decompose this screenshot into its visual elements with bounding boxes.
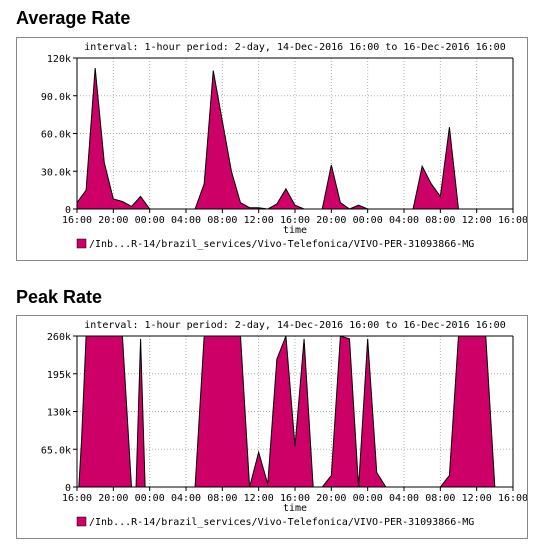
x-tick-label: 20:00 (316, 493, 346, 504)
y-tick-label: 120k (47, 54, 71, 65)
x-tick-label: 16:00 (62, 493, 92, 504)
peak-rate-chart: interval: 1-hour period: 2-day, 14-Dec-2… (41, 320, 527, 528)
y-tick-label: 60.0k (41, 130, 71, 141)
legend-label: /Inb...R-14/brazil_services/Vivo-Telefon… (89, 517, 474, 528)
legend-swatch (76, 238, 87, 249)
x-tick-label: 16:00 (498, 493, 527, 504)
x-tick-label: 00:00 (135, 493, 165, 504)
x-tick-label: 12:00 (462, 493, 492, 504)
average-rate-chart: interval: 1-hour period: 2-day, 14-Dec-2… (41, 42, 527, 250)
x-tick-label: 00:00 (135, 215, 165, 226)
x-tick-label: 20:00 (316, 215, 346, 226)
peak-rate-title: Peak Rate (16, 287, 103, 307)
x-axis-label: time (283, 225, 307, 236)
x-tick-label: 00:00 (353, 493, 383, 504)
legend-swatch (76, 516, 87, 527)
x-tick-label: 04:00 (389, 493, 419, 504)
y-tick-label: 0 (65, 205, 71, 216)
y-tick-label: 260k (47, 332, 71, 343)
x-axis-label: time (283, 503, 307, 514)
x-tick-label: 04:00 (171, 215, 201, 226)
x-tick-label: 00:00 (353, 215, 383, 226)
x-tick-label: 08:00 (207, 493, 237, 504)
y-tick-label: 65.0k (41, 445, 71, 456)
y-tick-label: 195k (47, 370, 71, 381)
x-tick-label: 16:00 (280, 215, 310, 226)
x-tick-label: 12:00 (244, 215, 274, 226)
x-tick-label: 08:00 (425, 493, 455, 504)
y-tick-label: 90.0k (41, 92, 71, 103)
average-rate-title: Average Rate (16, 8, 131, 28)
x-tick-label: 04:00 (389, 215, 419, 226)
peak-rate-chart-panel: interval: 1-hour period: 2-day, 14-Dec-2… (16, 315, 528, 539)
y-tick-label: 130k (47, 408, 71, 419)
x-tick-label: 12:00 (244, 493, 274, 504)
average-rate-chart-panel: interval: 1-hour period: 2-day, 14-Dec-2… (16, 37, 528, 261)
series-area (77, 336, 513, 487)
y-tick-label: 30.0k (41, 167, 71, 178)
x-tick-label: 16:00 (62, 215, 92, 226)
x-tick-label: 12:00 (462, 215, 492, 226)
x-tick-label: 16:00 (280, 493, 310, 504)
x-tick-label: 16:00 (498, 215, 527, 226)
x-tick-label: 04:00 (171, 493, 201, 504)
x-tick-label: 20:00 (98, 215, 128, 226)
chart-subtitle: interval: 1-hour period: 2-day, 14-Dec-2… (84, 42, 505, 53)
x-tick-label: 08:00 (425, 215, 455, 226)
chart-subtitle: interval: 1-hour period: 2-day, 14-Dec-2… (84, 320, 505, 331)
x-tick-label: 20:00 (98, 493, 128, 504)
y-tick-label: 0 (65, 483, 71, 494)
legend-label: /Inb...R-14/brazil_services/Vivo-Telefon… (89, 239, 474, 250)
x-tick-label: 08:00 (207, 215, 237, 226)
